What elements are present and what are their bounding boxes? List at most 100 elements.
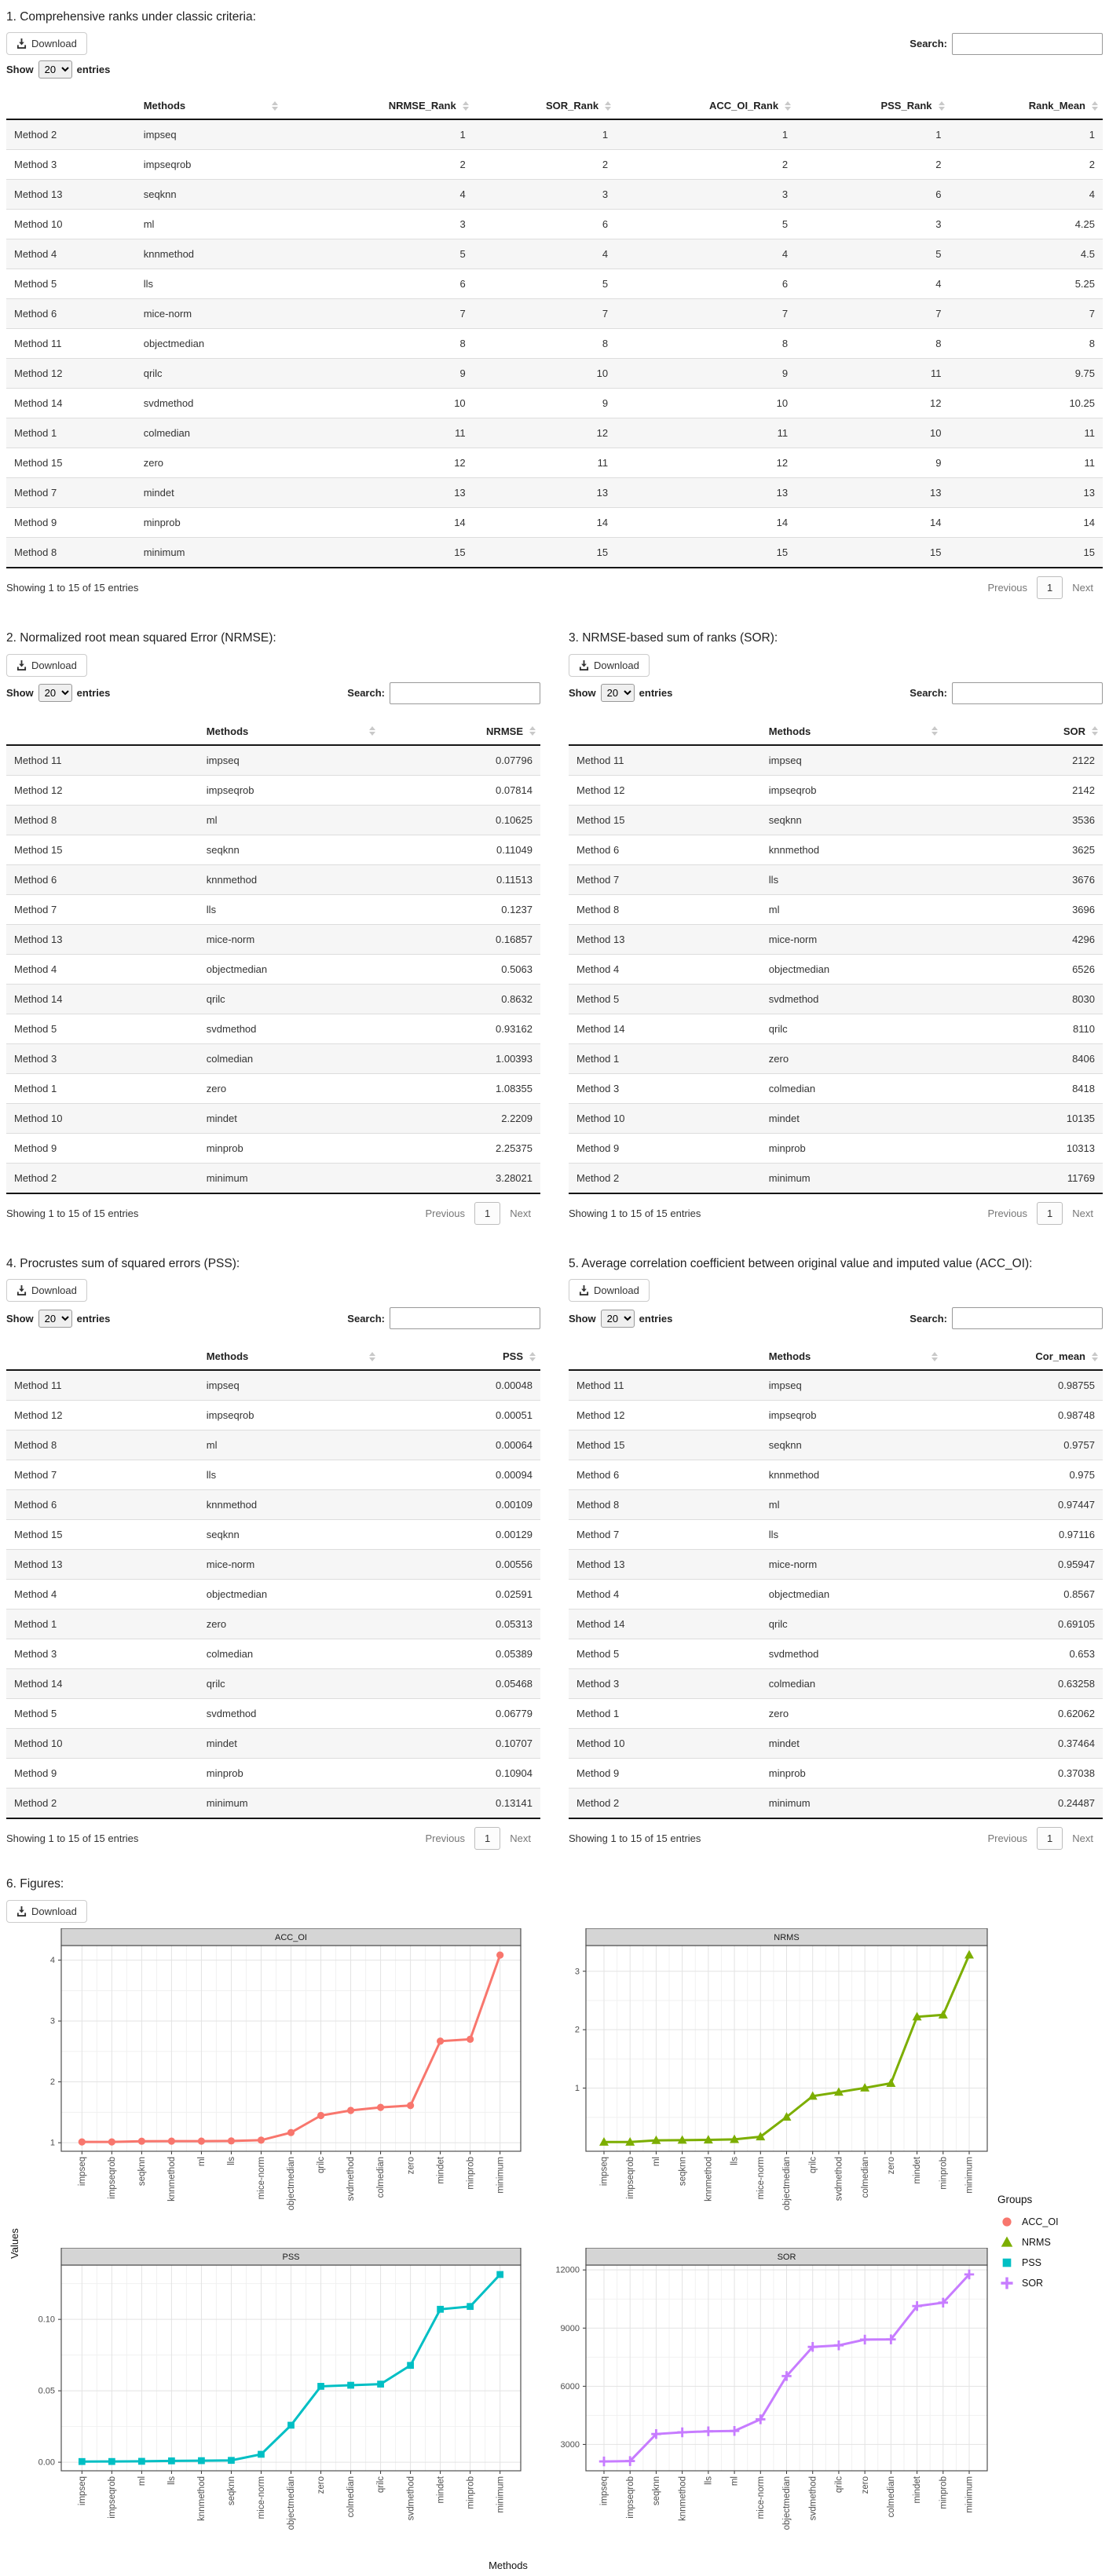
value-cell: 1.08355 — [496, 1082, 533, 1094]
download-button[interactable]: Download — [6, 653, 87, 677]
value-cell: 4 — [781, 248, 789, 261]
gridlines — [586, 2264, 987, 2471]
download-button[interactable]: Download — [6, 1899, 87, 1923]
legend-item-sor: SOR — [997, 2275, 1090, 2291]
search-label: Search: — [910, 38, 947, 50]
download-button[interactable]: Download — [569, 1279, 650, 1303]
method-name-cell: ml — [206, 813, 218, 826]
search-input[interactable] — [952, 681, 1103, 704]
pagination-next[interactable]: Next — [1072, 1832, 1093, 1845]
value-cell: 0.00051 — [496, 1409, 533, 1422]
value-cell: 6526 — [1072, 963, 1095, 975]
legend-item-pss: PSS — [997, 2255, 1090, 2271]
sort-arrows-icon[interactable] — [529, 1351, 536, 1361]
pagination-next[interactable]: Next — [1072, 582, 1093, 594]
sort-arrows-icon[interactable] — [462, 100, 469, 111]
download-button[interactable]: Download — [569, 653, 650, 677]
pagination-page[interactable]: 1 — [1037, 1827, 1063, 1851]
method-name-cell: colmedian — [768, 1082, 816, 1094]
pagination-previous[interactable]: Previous — [987, 582, 1028, 594]
table-row: Method 8 ml 0.97447 — [569, 1489, 1103, 1520]
value-cell: 7 — [459, 308, 466, 320]
value-cell: 3 — [781, 188, 789, 201]
pagination-next[interactable]: Next — [1072, 1207, 1093, 1219]
ranks-table: Methods NRMSE_Rank SOR_Rank ACC_OI_Rank PSS_… — [6, 93, 1103, 568]
sort-arrows-icon[interactable] — [1092, 1351, 1098, 1361]
page-size-select[interactable]: 20 — [38, 1309, 72, 1328]
column-header-methods[interactable]: Methods — [760, 1343, 942, 1372]
column-header-sor_rank[interactable]: SOR_Rank — [473, 93, 617, 121]
pagination-next[interactable]: Next — [510, 1832, 531, 1845]
row-label-cell: Method 6 — [576, 843, 620, 856]
value-cell: 15 — [1083, 546, 1095, 559]
search-input[interactable] — [390, 1307, 540, 1330]
column-header-cor_mean[interactable]: Cor_mean — [942, 1343, 1103, 1372]
pagination-next[interactable]: Next — [510, 1207, 531, 1219]
method-name-cell: mindet — [206, 1112, 237, 1124]
sort-arrows-icon[interactable] — [1092, 100, 1098, 111]
sort-arrows-icon[interactable] — [785, 100, 792, 111]
svg-text:ml: ml — [137, 2476, 147, 2486]
svg-text:objectmedian: objectmedian — [287, 2157, 296, 2210]
column-header-methods[interactable]: Methods — [198, 718, 380, 746]
search-input[interactable] — [390, 681, 540, 704]
sort-arrows-icon[interactable] — [605, 100, 612, 111]
row-label-cell: Method 4 — [14, 1588, 57, 1601]
method-name-cell: zero — [143, 457, 164, 470]
sort-arrows-icon[interactable] — [931, 726, 938, 736]
value-cell: 13 — [930, 487, 942, 499]
column-header-methods[interactable]: Methods — [135, 93, 283, 121]
method-name-cell: colmedian — [206, 1052, 254, 1065]
column-header-methods[interactable]: Methods — [760, 718, 942, 746]
download-button[interactable]: Download — [6, 32, 87, 56]
pagination-page[interactable]: 1 — [474, 1827, 501, 1851]
pagination-page[interactable]: 1 — [1037, 576, 1063, 600]
column-header-rowlabel — [6, 1343, 199, 1372]
method-name-cell: objectmedian — [768, 1588, 830, 1601]
column-header-pss[interactable]: PSS — [379, 1343, 540, 1372]
svg-text:zero: zero — [887, 2157, 896, 2174]
pagination-previous[interactable]: Previous — [425, 1832, 466, 1845]
search-input[interactable] — [952, 32, 1103, 55]
page-size-select[interactable]: 20 — [600, 1309, 635, 1328]
column-header-nrmse_rank[interactable]: NRMSE_Rank — [282, 93, 474, 121]
pagination-page[interactable]: 1 — [1037, 1201, 1063, 1225]
sort-arrows-icon[interactable] — [1092, 726, 1098, 736]
table-row: Method 1 colmedian 11 12 11 10 11 — [6, 418, 1103, 448]
facet-strip — [60, 2246, 522, 2266]
row-label-cell: Method 13 — [576, 933, 625, 945]
column-header-rank_mean[interactable]: Rank_Mean — [949, 93, 1103, 121]
download-button[interactable]: Download — [6, 1279, 87, 1303]
value-cell: 6 — [459, 278, 466, 290]
table-row: Method 11 impseq 0.00048 — [6, 1370, 540, 1401]
column-header-sor[interactable]: SOR — [942, 718, 1103, 746]
column-header-acc_oi_rank[interactable]: ACC_OI_Rank — [616, 93, 796, 121]
row-label-cell: Method 7 — [576, 1529, 620, 1541]
value-cell: 3.28021 — [496, 1171, 533, 1184]
sort-arrows-icon[interactable] — [529, 726, 536, 736]
pagination-previous[interactable]: Previous — [987, 1832, 1028, 1845]
sort-arrows-icon[interactable] — [271, 100, 278, 111]
value-cell: 12 — [930, 397, 942, 410]
value-cell: 13 — [454, 487, 466, 499]
row-label-cell: Method 4 — [14, 963, 57, 975]
column-header-nrmse[interactable]: NRMSE — [379, 718, 540, 746]
method-name-cell: knnmethod — [768, 843, 820, 856]
sort-arrows-icon[interactable] — [368, 726, 375, 736]
sort-arrows-icon[interactable] — [938, 100, 945, 111]
svg-text:minimum: minimum — [965, 2476, 975, 2513]
pagination-page[interactable]: 1 — [474, 1201, 501, 1225]
column-header-pss_rank[interactable]: PSS_Rank — [796, 93, 950, 121]
pagination-previous[interactable]: Previous — [987, 1207, 1028, 1219]
sort-arrows-icon[interactable] — [368, 1351, 375, 1361]
page-size-select[interactable]: 20 — [38, 684, 72, 703]
page-size-select[interactable]: 20 — [38, 60, 72, 79]
row-label-cell: Method 8 — [576, 903, 620, 915]
page-size-select[interactable]: 20 — [600, 684, 635, 703]
row-label-cell: Method 8 — [14, 1439, 57, 1452]
pagination-previous[interactable]: Previous — [425, 1207, 466, 1219]
sort-arrows-icon[interactable] — [931, 1351, 938, 1361]
search-input[interactable] — [952, 1307, 1103, 1330]
table-row: Method 10 mindet 10135 — [569, 1103, 1103, 1134]
column-header-methods[interactable]: Methods — [198, 1343, 380, 1372]
